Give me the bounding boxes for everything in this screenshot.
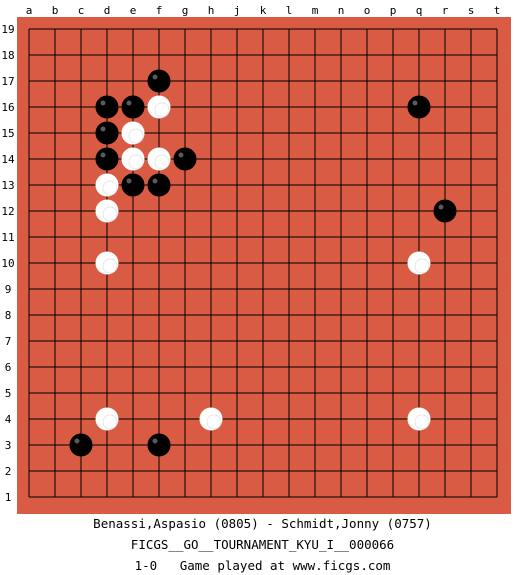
row-label: 6 — [5, 361, 12, 374]
tournament-caption: FICGS__GO__TOURNAMENT_KYU_I__000066 — [130, 537, 395, 552]
column-label: f — [156, 4, 163, 17]
white-stone-d13 — [95, 173, 119, 197]
stone-shade — [102, 258, 118, 274]
row-label: 1 — [5, 491, 12, 504]
white-stone-q10 — [407, 251, 431, 275]
stone-shade — [206, 414, 222, 430]
stone-highlight — [438, 204, 444, 210]
stone-shade — [128, 154, 144, 170]
board-background — [17, 17, 511, 514]
column-label: o — [364, 4, 371, 17]
white-stone-q4 — [407, 407, 431, 431]
black-stone-f13 — [147, 173, 171, 197]
black-stone-d15 — [95, 121, 119, 145]
row-label: 16 — [1, 101, 14, 114]
row-label: 5 — [5, 387, 12, 400]
row-label: 11 — [1, 231, 14, 244]
stones-layer — [69, 69, 457, 457]
stone-shade — [102, 206, 118, 222]
white-stone-e15 — [121, 121, 145, 145]
row-label: 14 — [1, 153, 15, 166]
black-stone-e13 — [121, 173, 145, 197]
column-label: l — [286, 4, 293, 17]
stone-highlight — [412, 100, 418, 106]
stone-highlight — [100, 152, 106, 158]
white-stone-d4 — [95, 407, 119, 431]
stone-shade — [154, 102, 170, 118]
row-labels: 19 18 17 16 15 14 13 12 11 10 9 8 7 6 5 4 3 2 1 — [1, 23, 15, 504]
column-label: b — [52, 4, 59, 17]
column-label: e — [130, 4, 137, 17]
black-stone-d16 — [95, 95, 119, 119]
stone-highlight — [152, 74, 158, 80]
stone-shade — [414, 258, 430, 274]
column-label: k — [260, 4, 267, 17]
stone-shade — [128, 128, 144, 144]
players-caption: Benassi,Aspasio (0805) - Schmidt,Jonny (… — [93, 516, 432, 531]
column-label: t — [494, 4, 501, 17]
row-label: 2 — [5, 465, 12, 478]
stone-highlight — [126, 100, 132, 106]
row-label: 9 — [5, 283, 12, 296]
column-label: h — [208, 4, 215, 17]
row-label: 8 — [5, 309, 12, 322]
stone-highlight — [152, 438, 158, 444]
column-label: p — [390, 4, 397, 17]
row-label: 17 — [1, 75, 14, 88]
column-label: j — [234, 4, 241, 17]
row-label: 7 — [5, 335, 12, 348]
result-caption: 1-0 Game played at www.ficgs.com — [134, 558, 391, 573]
black-stone-f3 — [147, 433, 171, 457]
row-label: 4 — [5, 413, 12, 426]
row-label: 15 — [1, 127, 14, 140]
row-label: 12 — [1, 205, 14, 218]
stone-shade — [154, 154, 170, 170]
white-stone-f14 — [147, 147, 171, 171]
white-stone-h4 — [199, 407, 223, 431]
stone-highlight — [152, 178, 158, 184]
column-label: q — [416, 4, 423, 17]
stone-highlight — [126, 178, 132, 184]
black-stone-f17 — [147, 69, 171, 93]
row-label: 19 — [1, 23, 14, 36]
stone-shade — [414, 414, 430, 430]
stone-shade — [102, 414, 118, 430]
row-label: 13 — [1, 179, 14, 192]
white-stone-f16 — [147, 95, 171, 119]
stone-highlight — [100, 100, 106, 106]
column-label: c — [78, 4, 85, 17]
stone-highlight — [74, 438, 80, 444]
column-label: a — [26, 4, 33, 17]
column-label: m — [312, 4, 319, 17]
black-stone-g14 — [173, 147, 197, 171]
black-stone-d14 — [95, 147, 119, 171]
row-label: 10 — [1, 257, 14, 270]
row-label: 18 — [1, 49, 14, 62]
column-label: g — [182, 4, 189, 17]
black-stone-q16 — [407, 95, 431, 119]
stone-shade — [102, 180, 118, 196]
black-stone-r12 — [433, 199, 457, 223]
white-stone-e14 — [121, 147, 145, 171]
column-label: s — [468, 4, 475, 17]
white-stone-d10 — [95, 251, 119, 275]
row-label: 3 — [5, 439, 12, 452]
column-label: r — [442, 4, 449, 17]
black-stone-c3 — [69, 433, 93, 457]
stone-highlight — [100, 126, 106, 132]
black-stone-e16 — [121, 95, 145, 119]
column-label: d — [104, 4, 111, 17]
stone-highlight — [178, 152, 184, 158]
column-label: n — [338, 4, 345, 17]
white-stone-d12 — [95, 199, 119, 223]
